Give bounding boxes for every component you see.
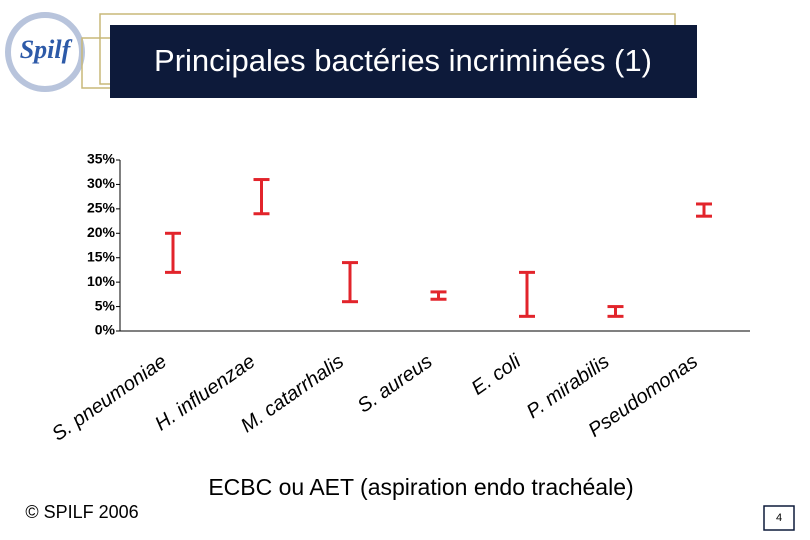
x-tick-label: S. pneumoniae <box>48 350 171 445</box>
range-bar <box>696 202 712 218</box>
page-number-box <box>763 505 795 531</box>
range-bar <box>165 231 181 274</box>
y-tick-label: 0% <box>95 322 116 338</box>
x-tick-label: E. coli <box>468 350 526 400</box>
y-tick-label: 15% <box>87 248 116 264</box>
range-bar <box>342 261 358 304</box>
x-tick-label: S. aureus <box>354 350 437 417</box>
y-tick-label: 25% <box>87 200 116 216</box>
y-tick-label: 30% <box>87 175 116 191</box>
logo: Spilf <box>5 12 85 92</box>
y-tick-label: 10% <box>87 273 116 289</box>
range-bar <box>253 178 270 216</box>
y-tick-label: 20% <box>87 224 116 240</box>
title: Principales bactéries incriminées (1) <box>154 43 652 78</box>
range-bar <box>607 305 624 318</box>
footer: © SPILF 2006 <box>25 502 138 522</box>
x-axis-label: ECBC ou AET (aspiration endo trachéale) <box>208 474 633 500</box>
y-tick-label: 5% <box>95 297 116 313</box>
range-bar <box>430 290 447 301</box>
page-number: 4 <box>776 512 782 524</box>
y-tick-label: 35% <box>87 151 116 167</box>
logo-text: Spilf <box>20 35 73 64</box>
title-box <box>110 25 697 98</box>
range-bar <box>519 270 535 318</box>
